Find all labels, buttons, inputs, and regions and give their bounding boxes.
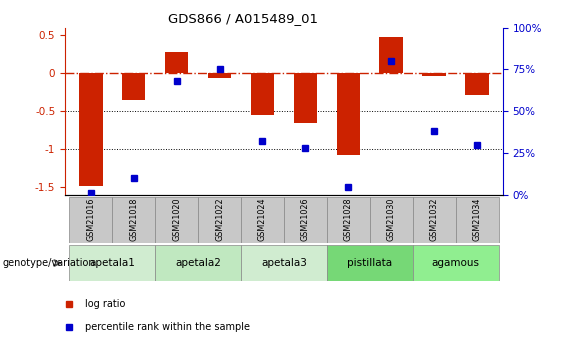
Text: genotype/variation: genotype/variation [3,258,95,268]
Text: GDS866 / A015489_01: GDS866 / A015489_01 [168,12,318,25]
Text: log ratio: log ratio [85,299,125,309]
Bar [241,245,327,281]
Bar [380,37,403,73]
Bar [198,197,241,243]
Bar [155,197,198,243]
Text: GSM21030: GSM21030 [386,197,396,241]
Bar [69,245,155,281]
Bar [337,73,360,155]
Bar [294,73,317,123]
Text: GSM21022: GSM21022 [215,197,224,241]
Bar [241,197,284,243]
Bar [112,197,155,243]
Bar [327,245,412,281]
Bar [165,52,188,73]
Text: GSM21018: GSM21018 [129,197,138,241]
Bar [370,197,412,243]
Text: apetala3: apetala3 [261,258,307,268]
Text: GSM21016: GSM21016 [86,197,95,241]
Bar [79,73,102,186]
Bar [455,197,498,243]
Text: GSM21024: GSM21024 [258,197,267,241]
Bar [412,197,455,243]
Text: agamous: agamous [432,258,480,268]
Text: percentile rank within the sample: percentile rank within the sample [85,322,250,332]
Text: apetala1: apetala1 [89,258,135,268]
Text: GSM21034: GSM21034 [472,197,481,241]
Text: GSM21028: GSM21028 [344,197,353,241]
Bar [423,73,446,76]
Bar [122,73,145,100]
Text: GSM21026: GSM21026 [301,197,310,241]
Bar [69,197,112,243]
Bar [155,245,241,281]
Bar [284,197,327,243]
Text: GSM21020: GSM21020 [172,197,181,241]
Bar [327,197,370,243]
Bar [466,73,489,95]
Bar [208,73,231,78]
Text: apetala2: apetala2 [175,258,221,268]
Text: GSM21032: GSM21032 [429,197,438,241]
Bar [251,73,274,115]
Text: pistillata: pistillata [347,258,392,268]
Bar [412,245,498,281]
